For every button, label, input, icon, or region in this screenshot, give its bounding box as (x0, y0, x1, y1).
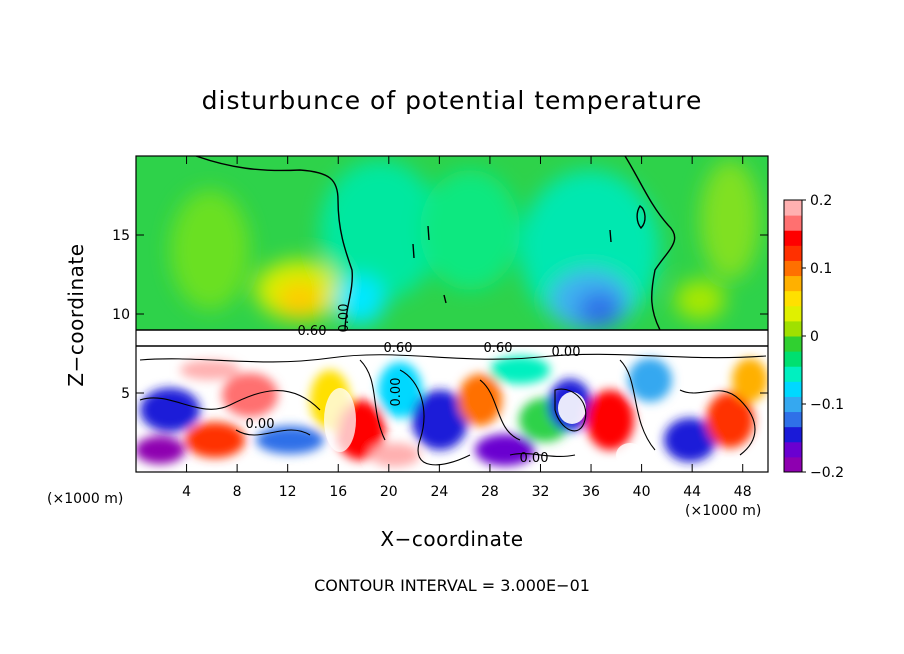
x-tick-label: 20 (380, 484, 398, 500)
colorbar-swatch (784, 441, 802, 458)
colorbar-swatch (784, 215, 802, 231)
contour-label: 0.60 (484, 341, 513, 356)
colorbar-swatch (784, 396, 802, 413)
x-tick-label: 44 (683, 484, 701, 500)
y-tick-label: 15 (112, 228, 130, 244)
contour-label: 0.60 (384, 341, 413, 356)
contour-interval-note: CONTOUR INTERVAL = 3.000E−01 (314, 576, 590, 595)
field-lower (136, 345, 768, 472)
colorbar-tick-label: −0.2 (810, 465, 844, 481)
colorbar-swatch (784, 320, 802, 337)
x-tick-label: 36 (582, 484, 600, 500)
colorbar-swatch (784, 336, 802, 352)
zero-contour (136, 156, 768, 347)
x-tick-label: 48 (734, 484, 752, 500)
x-tick-label: 28 (481, 484, 499, 500)
colorbar: 0.2 0.1 0 −0.1 −0.2 (783, 193, 844, 481)
colorbar-swatch (784, 200, 802, 216)
contour-label: 0.00 (552, 345, 581, 360)
colorbar-swatch (784, 290, 802, 307)
x-tick-label: 8 (233, 484, 242, 500)
colorbar-swatch (784, 426, 802, 443)
contour-labels: 0.60 0.00 0.60 0.60 0.00 0.00 0.00 0.00 (246, 304, 581, 466)
x-tick-label: 40 (633, 484, 651, 500)
y-tick-label: 5 (121, 386, 130, 402)
x-tick-label: 32 (532, 484, 550, 500)
y-axis-ticks: 5 10 15 (112, 228, 768, 402)
x-tick-label: 24 (430, 484, 448, 500)
x-tick-label: 4 (182, 484, 191, 500)
colorbar-swatch (784, 230, 802, 246)
contour-label: 0.00 (337, 304, 352, 333)
colorbar-tick-label: 0.1 (810, 261, 832, 277)
colorbar-swatch (784, 305, 802, 322)
x-axis-label: X−coordinate (380, 527, 524, 551)
x-axis-ticks: 4 8 12 16 20 24 28 32 36 40 44 48 (182, 156, 752, 500)
contour-label: 0.00 (246, 417, 275, 432)
chart-title: disturbunce of potential temperature (201, 86, 703, 115)
colorbar-tick-label: 0.2 (810, 193, 832, 209)
contour-label: 0.60 (298, 324, 327, 339)
field-upper (136, 156, 768, 332)
y-tick-label: 10 (112, 307, 130, 323)
colorbar-swatch (784, 456, 802, 473)
contour-label: 0.00 (520, 451, 549, 466)
x-tick-label: 12 (279, 484, 297, 500)
colorbar-tick-label: 0 (810, 329, 819, 345)
colorbar-tick-label: −0.1 (810, 397, 844, 413)
colorbar-swatch (784, 245, 802, 261)
colorbar-swatch (784, 381, 802, 397)
colorbar-swatch (784, 275, 802, 292)
colorbar-swatch (784, 351, 802, 367)
x-tick-label: 16 (329, 484, 347, 500)
colorbar-swatch (784, 366, 802, 382)
x-axis-unit: (×1000 m) (685, 503, 762, 519)
colorbar-swatch (784, 411, 802, 428)
contour-label: 0.00 (389, 378, 404, 407)
colorbar-swatch (784, 260, 802, 277)
y-axis-unit: (×1000 m) (47, 491, 124, 507)
